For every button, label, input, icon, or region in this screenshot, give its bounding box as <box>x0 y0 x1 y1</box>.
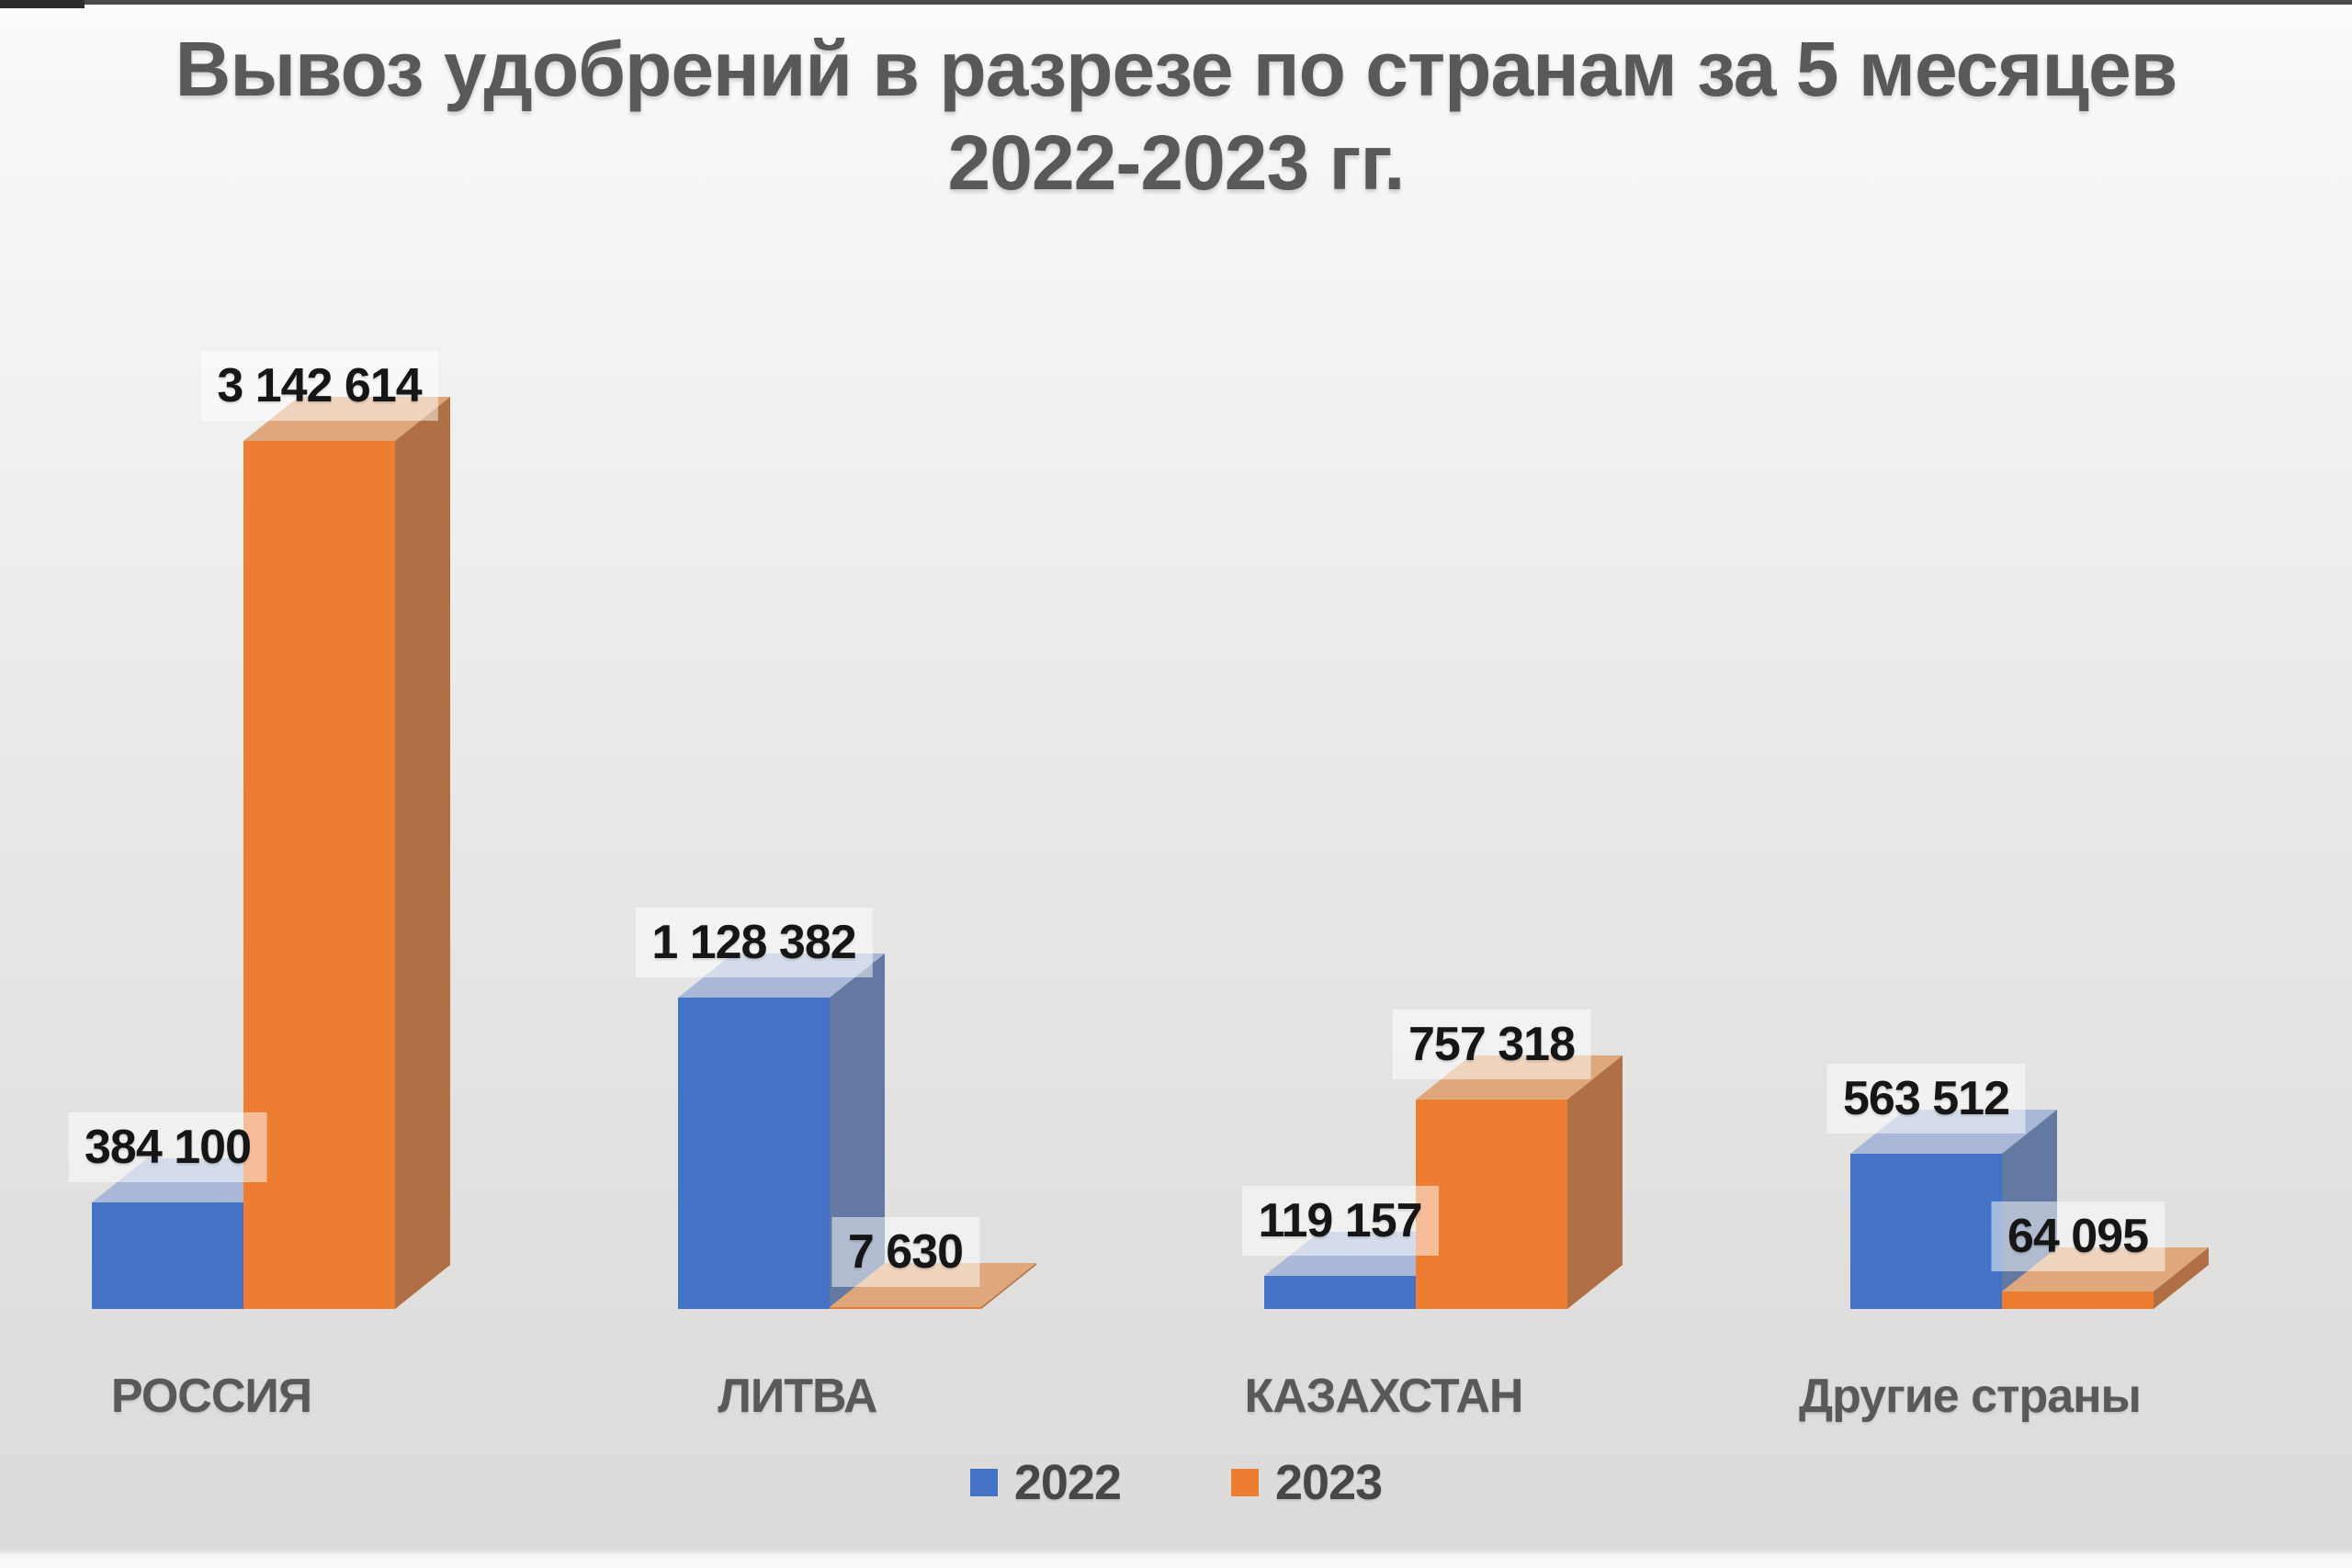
value-label-2023-other-countries: 64 095 <box>1990 1201 2165 1271</box>
bar-2022-lithuania <box>678 997 830 1309</box>
legend-swatch-2022 <box>969 1469 998 1496</box>
window-top-edge <box>0 0 2352 5</box>
category-label-russia: РОССИЯ <box>110 1370 312 1423</box>
bar-2022-russia <box>92 1202 243 1309</box>
value-label-2023-russia: 3 142 614 <box>200 351 438 421</box>
bar-2023-russia <box>243 441 395 1309</box>
bar-side-2023-kazakhstan <box>1567 1055 1623 1309</box>
bar-side-2023-russia <box>395 396 450 1310</box>
bar-2023-lithuania <box>830 1306 981 1309</box>
legend-label-2022: 2022 <box>1013 1455 1122 1510</box>
legend-swatch-2023 <box>1231 1469 1259 1496</box>
bar-2023-kazakhstan <box>1416 1100 1567 1309</box>
value-label-2022-other-countries: 563 512 <box>1826 1063 2026 1134</box>
legend-label-2023: 2023 <box>1275 1455 1383 1510</box>
value-label-2022-kazakhstan: 119 157 <box>1241 1186 1439 1257</box>
value-label-2022-lithuania: 1 128 382 <box>635 907 873 977</box>
value-label-2023-kazakhstan: 757 318 <box>1392 1010 1591 1080</box>
bar-2022-other-countries <box>1850 1153 2002 1309</box>
value-label-2022-russia: 384 100 <box>68 1112 267 1183</box>
bar-2023-other-countries <box>2002 1291 2154 1309</box>
category-label-lithuania: ЛИТВА <box>718 1370 877 1423</box>
category-label-other-countries: Другие страны <box>1799 1370 2142 1423</box>
window-top-edge-segment <box>0 0 85 8</box>
category-label-kazakhstan: КАЗАХСТАН <box>1244 1370 1524 1423</box>
value-label-2023-lithuania: 7 630 <box>831 1216 980 1287</box>
chart-title-line2: 2022-2023 гг. <box>947 119 1406 207</box>
chart-title-line1: Вывоз удобрений в разрезе по странам за … <box>175 26 2178 112</box>
chart-title: Вывоз удобрений в разрезе по странам за … <box>0 22 2352 210</box>
legend: 2022 2023 <box>0 1454 2352 1511</box>
legend-item-2023: 2023 <box>1231 1454 1383 1511</box>
bar-2022-kazakhstan <box>1264 1276 1416 1309</box>
legend-item-2022: 2022 <box>969 1454 1122 1511</box>
